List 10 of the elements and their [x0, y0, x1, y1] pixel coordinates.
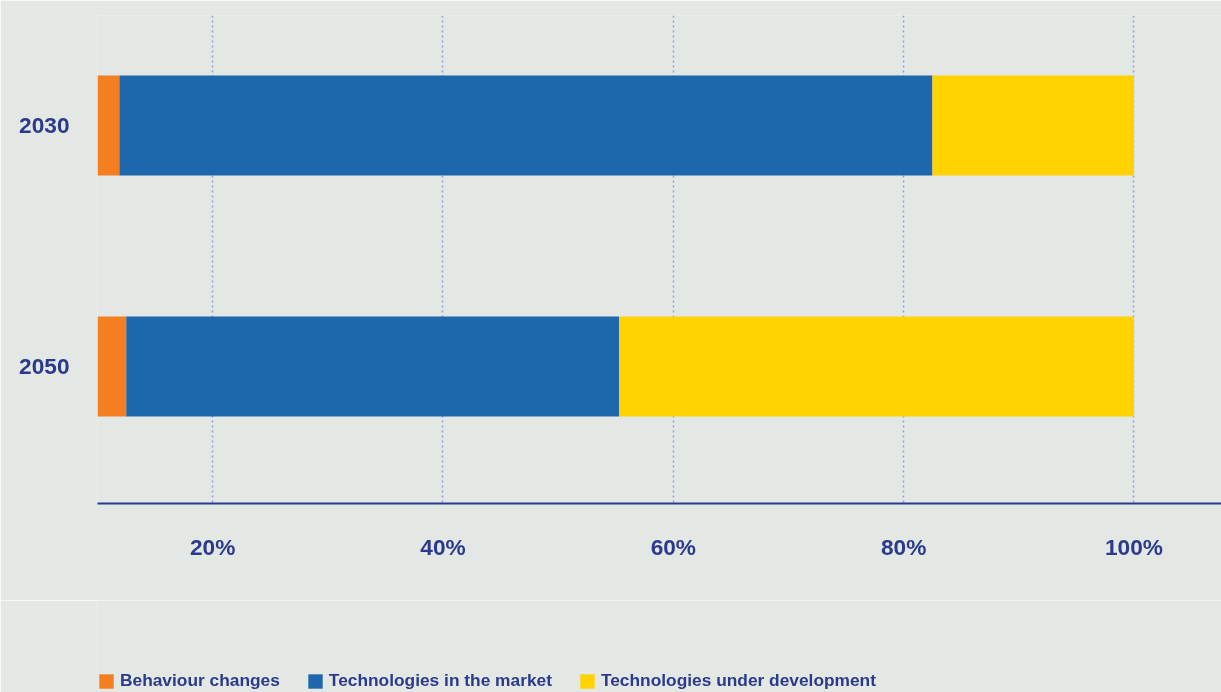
x-tick-label: 100%	[1105, 533, 1163, 560]
x-tick-label: 80%	[880, 533, 927, 560]
legend-label: Technologies in the market	[328, 670, 552, 691]
x-tick-label: 40%	[420, 533, 466, 560]
x-tick-label: 20%	[189, 533, 236, 560]
x-tick-label: 60%	[650, 533, 697, 560]
y-tick-label: 2050	[19, 353, 70, 380]
legend-label: Behaviour changes	[120, 670, 280, 691]
y-tick-label: 2030	[19, 111, 70, 138]
legend-label: Technologies under development	[600, 670, 876, 691]
